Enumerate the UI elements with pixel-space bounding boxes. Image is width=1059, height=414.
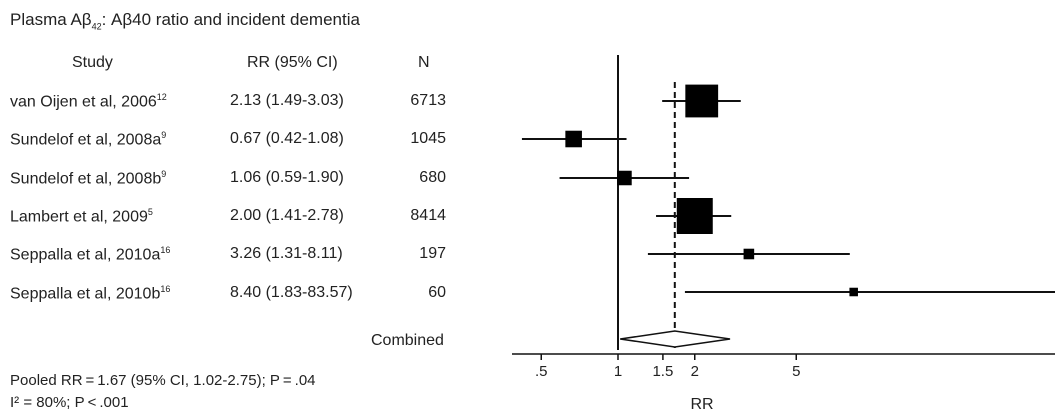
- study-n: 680: [419, 169, 446, 186]
- study-reference: 9: [161, 169, 167, 179]
- combined-diamond: [620, 330, 731, 348]
- combined-label: Combined: [371, 332, 444, 349]
- study-name: Seppalla et al, 2010b16: [10, 284, 171, 303]
- x-tick-label: 1.5: [652, 363, 673, 380]
- header-n: N: [418, 54, 430, 71]
- header-study: Study: [72, 54, 113, 71]
- study-rr-ci: 0.67 (0.42-1.08): [230, 130, 344, 147]
- study-reference: 16: [160, 284, 171, 294]
- heterogeneity-text: I² = 80%; P < .001: [10, 394, 129, 411]
- study-reference: 12: [156, 92, 167, 102]
- study-marker: [676, 198, 713, 234]
- study-rr-ci: 2.00 (1.41-2.78): [230, 207, 344, 224]
- header-rr: RR (95% CI): [247, 54, 338, 71]
- study-rr-ci: 8.40 (1.83-83.57): [230, 284, 353, 301]
- study-marker: [617, 170, 632, 186]
- x-axis-label: RR: [690, 396, 713, 413]
- study-rr-ci: 1.06 (0.59-1.90): [230, 169, 344, 186]
- chart-title: Plasma Aβ42: Aβ40 ratio and incident dem…: [10, 10, 360, 32]
- study-marker: [565, 130, 582, 148]
- study-rr-ci: 3.26 (1.31-8.11): [230, 245, 343, 262]
- study-reference: 5: [147, 207, 153, 217]
- x-tick-label: 5: [792, 363, 800, 380]
- study-name: Sundelof et al, 2008a9: [10, 130, 167, 149]
- study-n: 60: [428, 284, 446, 301]
- x-tick-label: 2: [691, 363, 699, 380]
- study-name: Lambert et al, 20095: [10, 207, 153, 226]
- study-n: 197: [419, 245, 446, 262]
- study-name: Seppalla et al, 2010a16: [10, 245, 171, 264]
- x-tick-label: .5: [535, 363, 548, 380]
- study-reference: 9: [161, 130, 167, 140]
- study-name: Sundelof et al, 2008b9: [10, 169, 167, 188]
- study-n: 1045: [410, 130, 446, 147]
- study-rr-ci: 2.13 (1.49-3.03): [230, 92, 344, 109]
- study-n: 8414: [410, 207, 446, 224]
- study-marker: [685, 84, 719, 118]
- x-tick-label: 1: [614, 363, 622, 380]
- pooled-rr-text: Pooled RR = 1.67 (95% CI, 1.02-2.75); P …: [10, 372, 316, 389]
- study-marker: [849, 287, 858, 297]
- study-reference: 16: [160, 245, 171, 255]
- study-name: van Oijen et al, 200612: [10, 92, 167, 111]
- study-n: 6713: [410, 92, 446, 109]
- study-marker: [743, 248, 755, 260]
